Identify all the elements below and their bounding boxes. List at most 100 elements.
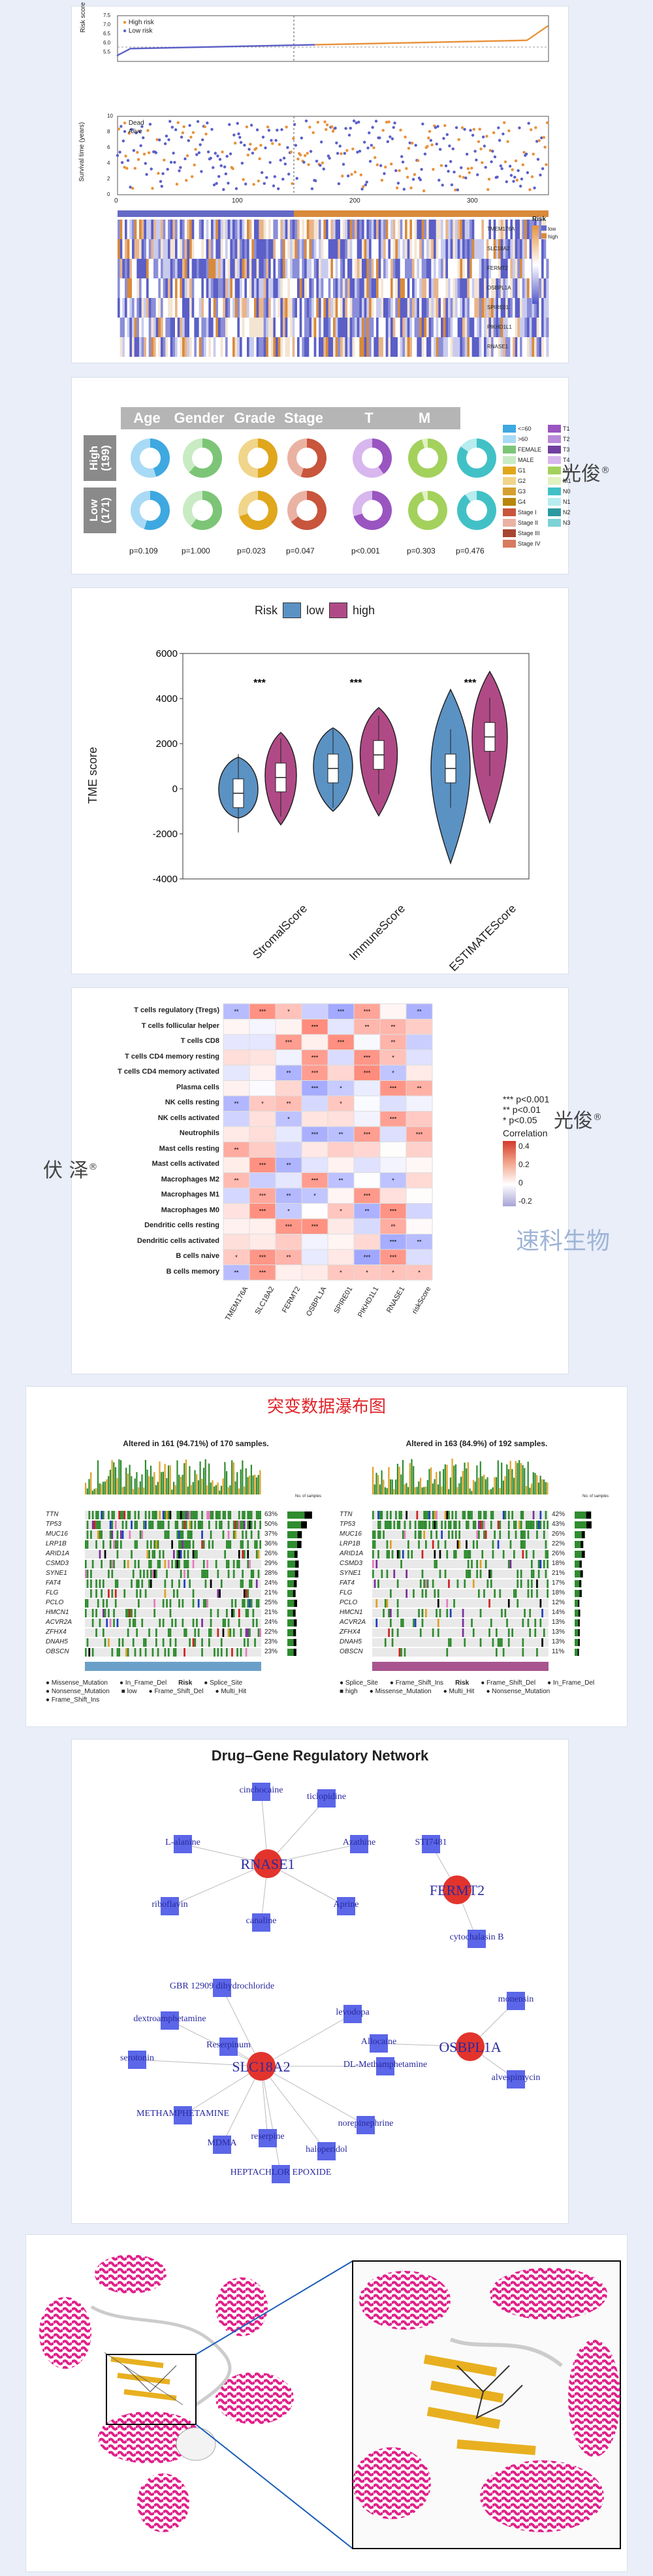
- mutation-cell: [123, 1560, 126, 1568]
- mutation-cell: [425, 1521, 427, 1529]
- mutation-cell: [144, 1648, 147, 1657]
- gene-freq-bar: [287, 1511, 312, 1519]
- expr-cell: [118, 298, 121, 318]
- mutation-cell: [204, 1599, 207, 1608]
- expr-cell: [285, 298, 288, 318]
- mutation-cell: [423, 1579, 425, 1588]
- expr-cell: [470, 259, 473, 278]
- expr-cell: [421, 278, 424, 298]
- mutation-cell: [208, 1628, 210, 1637]
- mutation-cell: [99, 1521, 101, 1529]
- survival-point: [225, 155, 229, 158]
- expr-cell: [362, 337, 365, 357]
- survival-point: [533, 186, 536, 190]
- expr-cell: [191, 259, 195, 278]
- mutation-cell: [255, 1550, 258, 1559]
- expr-cell: [313, 259, 317, 278]
- mutation-cell: [467, 1570, 470, 1578]
- expr-cell: [527, 259, 530, 278]
- mutation-cell: [414, 1619, 417, 1627]
- mutation-cell: [178, 1530, 180, 1539]
- mutation-cell: [432, 1628, 434, 1637]
- expr-cell: [283, 298, 286, 318]
- mutation-cell: [425, 1511, 427, 1519]
- tmb-bar: [400, 1474, 402, 1494]
- tmb-bar: [201, 1479, 203, 1494]
- mutation-cell: [101, 1511, 103, 1519]
- expr-cell: [464, 220, 468, 239]
- expr-cell: [259, 220, 262, 239]
- expr-cell: [383, 259, 387, 278]
- tmb-bar: [469, 1488, 471, 1494]
- expr-cell: [412, 298, 415, 318]
- expr-cell: [455, 318, 458, 337]
- expr-cell: [211, 259, 214, 278]
- heat-cell: [223, 1157, 250, 1173]
- survival-point: [167, 138, 170, 142]
- survival-point: [483, 144, 486, 148]
- expr-cell: [321, 337, 324, 357]
- survival-point: [271, 142, 274, 145]
- expr-cell: [517, 337, 520, 357]
- expr-cell: [204, 298, 207, 318]
- mutation-cell: [421, 1589, 424, 1598]
- cell-type-label: Mast cells resting: [159, 1144, 219, 1153]
- mutation-cell: [520, 1570, 522, 1578]
- mutation-cell: [245, 1589, 247, 1598]
- sig-star: *: [287, 1116, 290, 1123]
- gene-label: TTN: [340, 1511, 353, 1518]
- survival-point: [518, 126, 521, 129]
- expr-cell: [491, 298, 494, 318]
- survival-point: [404, 135, 407, 139]
- clinical-header: T: [364, 410, 374, 426]
- expr-cell: [313, 337, 317, 357]
- xtick: 200: [349, 197, 360, 205]
- sig-star: ***: [259, 1208, 266, 1215]
- expr-cell: [268, 239, 272, 259]
- expr-cell: [180, 239, 183, 259]
- expr-cell: [505, 259, 509, 278]
- expr-cell: [270, 278, 274, 298]
- expr-cell: [507, 239, 511, 259]
- tme-legend: Risk low high: [255, 603, 375, 618]
- expr-cell: [304, 298, 308, 318]
- expr-cell: [206, 337, 209, 357]
- survival-point: [464, 176, 468, 180]
- survival-point: [249, 124, 253, 127]
- gene-label: ACVR2A: [46, 1619, 72, 1626]
- mutation-cell: [86, 1579, 89, 1588]
- survival-point: [314, 179, 317, 182]
- expr-cell: [326, 239, 329, 259]
- tmb-bar: [490, 1489, 492, 1494]
- survival-point: [274, 139, 278, 142]
- mutation-cell: [151, 1511, 154, 1519]
- mutation-cell: [155, 1628, 157, 1637]
- expr-cell: [445, 278, 449, 298]
- pct-label: 63%: [264, 1511, 278, 1518]
- expr-cell: [263, 220, 266, 239]
- expr-cell: [347, 337, 351, 357]
- mutation-cell: [85, 1599, 87, 1608]
- p-value: p=0.476: [456, 546, 485, 555]
- mutation-cell: [134, 1560, 136, 1568]
- expr-cell: [374, 337, 377, 357]
- gene-freq-bar: [575, 1610, 581, 1617]
- legend-swatch: [503, 435, 516, 443]
- mutation-cell: [527, 1589, 530, 1598]
- network-edge: [267, 1843, 360, 1864]
- mutation-cell: [191, 1521, 193, 1529]
- expr-cell: [398, 318, 401, 337]
- sig-star: *: [287, 1208, 290, 1215]
- mutation-cell: [421, 1619, 424, 1627]
- expr-cell: [428, 278, 432, 298]
- survival-point: [530, 128, 533, 131]
- expr-cell: [462, 220, 466, 239]
- expr-cell: [261, 220, 264, 239]
- expr-cell: [405, 220, 408, 239]
- survival-point: [136, 150, 139, 154]
- expr-cell: [388, 318, 391, 337]
- survival-point: [309, 150, 313, 153]
- expr-cell: [493, 278, 496, 298]
- expr-cell: [414, 298, 417, 318]
- mutation-cell: [471, 1511, 473, 1519]
